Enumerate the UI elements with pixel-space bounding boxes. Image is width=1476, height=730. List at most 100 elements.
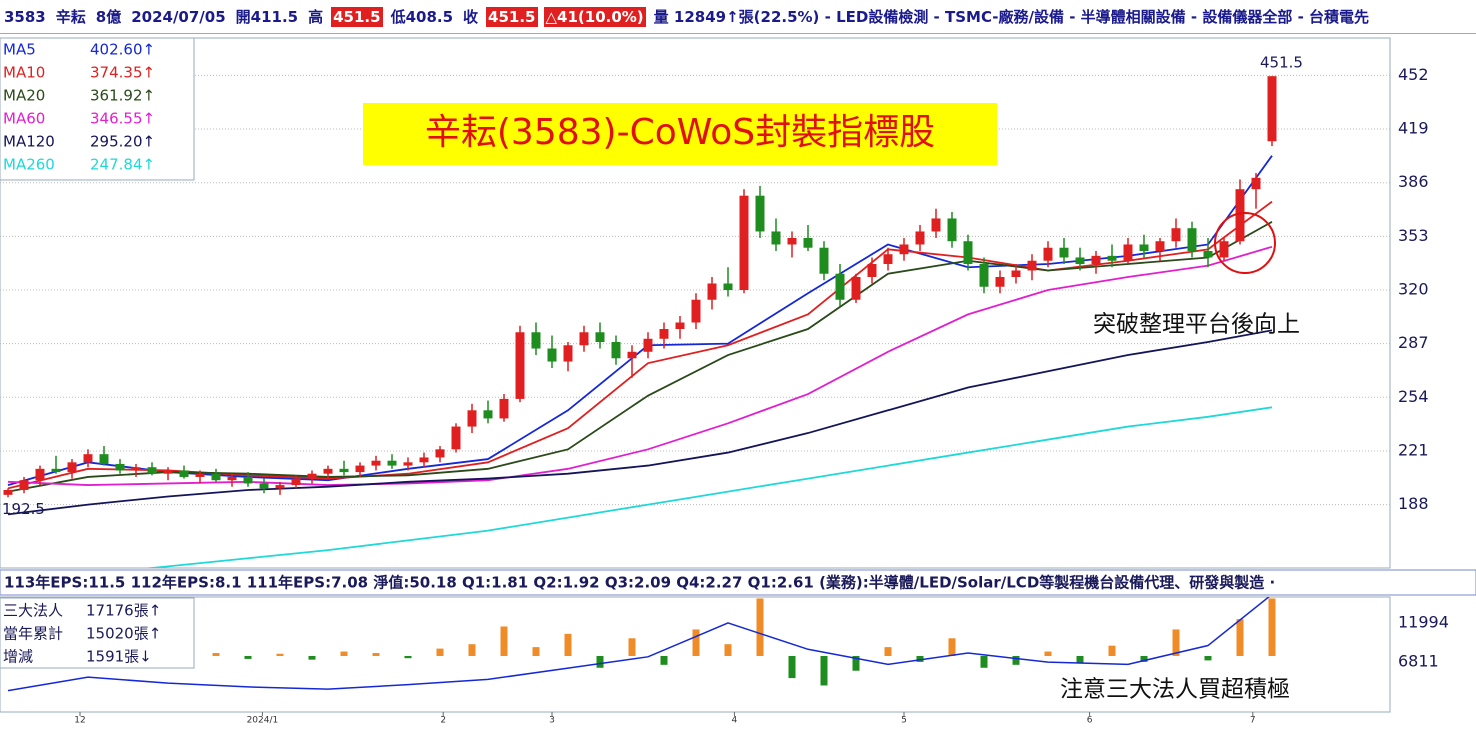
legend-value: 15020張↑ — [86, 625, 161, 643]
flow-bar — [1012, 655, 1020, 665]
y-tick-label: 254 — [1398, 387, 1429, 406]
flow-bar — [884, 647, 892, 656]
candle-body — [1091, 255, 1101, 264]
flow-bar — [500, 626, 508, 656]
flow-bar — [660, 655, 668, 665]
flow-bar — [628, 638, 636, 656]
candle-body — [115, 463, 125, 471]
candle-body — [1235, 189, 1245, 242]
legend-value: 17176張↑ — [86, 602, 161, 620]
candle-body — [611, 342, 621, 359]
candle-body — [51, 468, 61, 473]
x-tick-label: 12 — [74, 716, 85, 726]
chart-title: 辛耘(3583)-CoWoS封裝指標股 — [425, 112, 935, 153]
flow-bar — [916, 655, 924, 662]
legend-value: 247.84↑ — [90, 156, 155, 174]
candle-body — [1203, 250, 1213, 258]
flow-bar — [372, 653, 380, 656]
low-label: 192.5 — [2, 500, 45, 518]
candle-body — [707, 283, 717, 300]
candle-body — [435, 449, 445, 458]
candle-body — [531, 332, 541, 349]
high-label: 451.5 — [1260, 54, 1303, 72]
legend-name: MA60 — [3, 110, 45, 128]
ma-line — [7, 245, 1273, 486]
candle-body — [403, 462, 413, 466]
candle-body — [1155, 241, 1165, 251]
header-item: △41(10.0%) — [543, 6, 646, 27]
flow-bar — [1140, 655, 1148, 662]
candle-body — [723, 283, 733, 290]
candle-body — [803, 237, 813, 248]
flow-bar — [468, 644, 476, 656]
lower-legend-box — [0, 597, 195, 669]
candle-body — [691, 299, 701, 323]
y-tick-label: 221 — [1398, 440, 1429, 459]
candle-body — [835, 273, 845, 300]
info-row-box — [0, 569, 1476, 596]
x-tick-label: 2 — [440, 716, 446, 726]
candle-body — [963, 241, 973, 264]
y-tick-label: 6811 — [1398, 651, 1439, 670]
flow-bar — [276, 653, 284, 656]
legend-value: 374.35↑ — [90, 64, 155, 82]
candle-body — [451, 426, 461, 450]
y-tick-label: 320 — [1398, 279, 1429, 298]
legend-value: 1591張↓ — [86, 648, 152, 666]
candle-body — [195, 473, 205, 477]
candle-body — [1171, 228, 1181, 242]
candle-body — [467, 410, 477, 427]
candle-body — [147, 467, 157, 474]
candle-body — [67, 462, 77, 473]
header-item: 收 — [461, 5, 481, 28]
flow-bar — [980, 655, 988, 668]
candle-body — [1123, 244, 1133, 261]
candle-body — [1219, 241, 1229, 258]
legend-name: MA260 — [3, 156, 55, 174]
ma-line — [7, 329, 1273, 516]
flow-bar — [1108, 645, 1116, 656]
flow-bar — [756, 598, 764, 656]
legend-box — [0, 37, 195, 181]
flow-bar — [564, 633, 572, 656]
flow-bar — [1172, 629, 1180, 656]
candle-body — [1027, 260, 1037, 271]
candle-body — [275, 485, 285, 489]
candle-body — [131, 467, 141, 471]
candle-body — [179, 470, 189, 477]
candle-body — [659, 329, 669, 339]
candle-body — [355, 465, 365, 473]
candle-body — [1251, 177, 1261, 190]
flow-bar — [1076, 655, 1084, 664]
legend-name: MA10 — [3, 64, 45, 82]
header-item: 451.5 — [486, 6, 538, 27]
y-tick-label: 452 — [1398, 65, 1429, 84]
info-row: 113年EPS:11.5 112年EPS:8.1 111年EPS:7.08 淨值… — [4, 574, 1275, 592]
candle-body — [307, 473, 317, 479]
candle-body — [371, 460, 381, 466]
annotation: 突破整理平台後向上 — [1093, 312, 1300, 338]
candle-body — [163, 470, 173, 474]
flow-bar — [532, 647, 540, 656]
flow-bar — [404, 655, 412, 659]
highlight-circle — [1214, 212, 1276, 274]
candle-body — [819, 247, 829, 274]
y-tick-label: 353 — [1398, 226, 1429, 245]
flow-bar — [340, 651, 348, 656]
flow-bar — [852, 655, 860, 671]
flow-bar — [212, 653, 220, 656]
candle-body — [515, 332, 525, 399]
flow-bar — [596, 655, 604, 668]
candle-body — [931, 218, 941, 232]
candle-body — [915, 231, 925, 245]
candle-body — [883, 254, 893, 264]
legend-value: 295.20↑ — [90, 133, 155, 151]
candle-body — [323, 468, 333, 474]
candle-body — [243, 476, 253, 484]
y-tick-label: 419 — [1398, 119, 1429, 138]
candle-body — [1043, 247, 1053, 261]
candle-body — [387, 460, 397, 466]
candle-body — [867, 263, 877, 277]
candle-body — [35, 468, 45, 481]
